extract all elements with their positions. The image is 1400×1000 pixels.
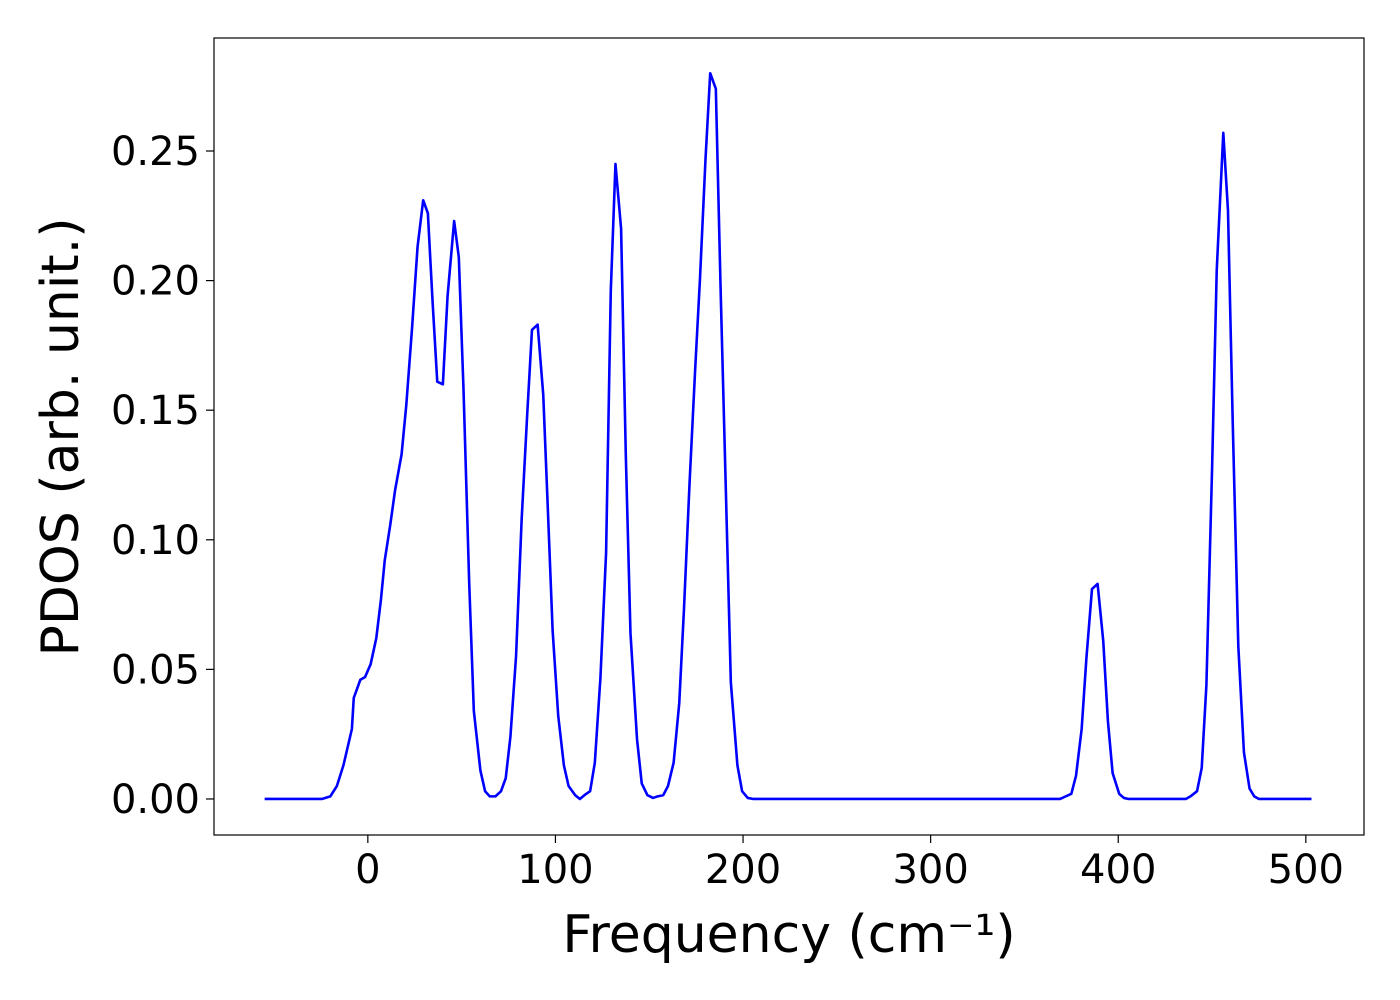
x-tick-label: 500 — [1268, 847, 1344, 893]
y-tick-label: 0.25 — [111, 129, 200, 175]
line — [264, 71, 1312, 801]
plot-frame — [213, 37, 1365, 836]
x-tick-label: 300 — [892, 847, 968, 893]
y-tick-label: 0.10 — [111, 518, 200, 564]
y-tick-label: 0.15 — [111, 388, 200, 434]
x-tick-label: 100 — [517, 847, 593, 893]
x-tick-label: 200 — [705, 847, 781, 893]
x-tick-label: 400 — [1080, 847, 1156, 893]
x-axis-label: Frequency (cm⁻¹) — [562, 905, 1015, 965]
x-tick-label: 0 — [355, 847, 380, 893]
y-tick-label: 0.05 — [111, 647, 200, 693]
y-axis-label: PDOS (arb. unit.) — [31, 217, 91, 656]
y-tick-label: 0.00 — [111, 777, 200, 823]
y-tick-label: 0.20 — [111, 259, 200, 305]
